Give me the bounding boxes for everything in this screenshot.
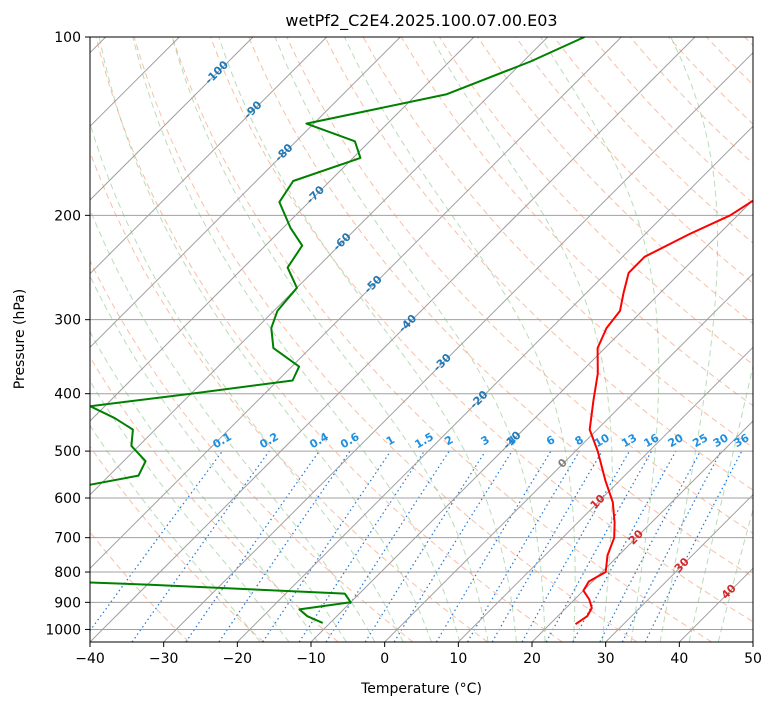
moist-adiabat	[90, 330, 319, 642]
x-tick-label: 30	[597, 651, 615, 667]
moist-adiabat	[98, 37, 432, 642]
y-tick-label: 100	[54, 30, 81, 46]
mixing-ratio-line	[599, 450, 702, 642]
dry-adiabat	[133, 37, 638, 642]
isotherm	[90, 37, 622, 570]
x-tick-label: −10	[296, 651, 326, 667]
plot-background	[90, 37, 753, 642]
y-tick-label: 600	[54, 491, 81, 507]
dry-adiabat	[90, 259, 414, 642]
moist-adiabat	[343, 37, 576, 642]
isotherm	[163, 51, 753, 642]
moist-adiabat	[218, 37, 517, 642]
moist-adiabat	[90, 121, 404, 642]
y-tick-label: 700	[54, 531, 81, 547]
mixing-ratio-line	[435, 450, 552, 642]
moist-adiabat	[540, 37, 660, 642]
moist-adiabat	[430, 37, 613, 642]
temperature-profile	[574, 199, 753, 626]
mixing-ratio-line	[364, 450, 486, 642]
dry-adiabat	[248, 37, 753, 578]
moist-adiabat	[132, 37, 461, 642]
x-axis-title: Temperature (°C)	[360, 681, 482, 697]
y-tick-label: 200	[54, 208, 81, 224]
moist-adiabat	[274, 37, 546, 642]
profile-series	[90, 37, 753, 626]
mixing-ratio-line	[262, 450, 392, 642]
plot-frame	[89, 36, 754, 643]
x-tick-label: 50	[744, 651, 762, 667]
mixing-ratio-line	[325, 450, 450, 642]
isotherm	[90, 37, 328, 275]
moist-adiabat	[90, 424, 261, 642]
axes: −40 −30 −20 −10 0 10 20 30 40 50 100 200 300 400 500 60…	[45, 30, 762, 667]
moist-adiabat	[90, 380, 290, 642]
mixing-ratio-line	[466, 450, 580, 642]
y-tick-label: 300	[54, 313, 81, 329]
moist-adiabat	[90, 207, 376, 642]
dry-adiabat	[90, 445, 264, 642]
moist-adiabat	[717, 507, 753, 642]
mixing-ratio-line	[185, 450, 320, 642]
dry-adiabat	[95, 37, 563, 642]
y-tick-label: 1000	[45, 622, 81, 638]
chart-title: wetPf2_C2E4.2025.100.07.00.E03	[285, 11, 557, 31]
y-tick-label: 500	[54, 444, 81, 460]
isotherm	[90, 37, 401, 349]
y-axis-title: Pressure (hPa)	[12, 289, 28, 389]
isotherm	[457, 346, 753, 642]
dewpoint-profile	[90, 37, 585, 624]
x-tick-label: 20	[523, 651, 541, 667]
y-tick-label: 900	[54, 595, 81, 611]
isotherm	[236, 125, 753, 642]
x-tick-label: −20	[223, 651, 253, 667]
dry-adiabat	[515, 37, 753, 284]
isotherm	[310, 199, 753, 642]
dry-adiabat	[210, 37, 753, 623]
mixing-ratio-line	[572, 450, 677, 642]
moist-adiabat	[688, 363, 753, 642]
dry-adiabat	[324, 37, 753, 491]
x-tick-label: −40	[75, 651, 105, 667]
isotherm	[531, 420, 753, 642]
x-tick-label: −30	[149, 651, 179, 667]
isotherm	[90, 37, 254, 201]
x-tick-label: 40	[670, 651, 688, 667]
y-tick-label: 800	[54, 565, 81, 581]
isotherm	[384, 272, 753, 642]
dry-adiabat	[286, 37, 753, 534]
y-tick-label: 400	[54, 387, 81, 403]
x-tick-label: 10	[449, 651, 467, 667]
mixing-ratio-line	[218, 450, 351, 642]
isotherm	[605, 493, 753, 642]
background-lines	[90, 37, 753, 642]
moist-adiabat	[90, 274, 347, 642]
x-tick-label: 0	[380, 651, 389, 667]
isotherm	[90, 37, 696, 642]
dry-adiabat	[171, 37, 712, 642]
isotherm	[90, 37, 549, 496]
moist-adiabat	[659, 37, 719, 642]
isotherm	[90, 37, 475, 422]
moist-adiabat	[171, 37, 489, 642]
